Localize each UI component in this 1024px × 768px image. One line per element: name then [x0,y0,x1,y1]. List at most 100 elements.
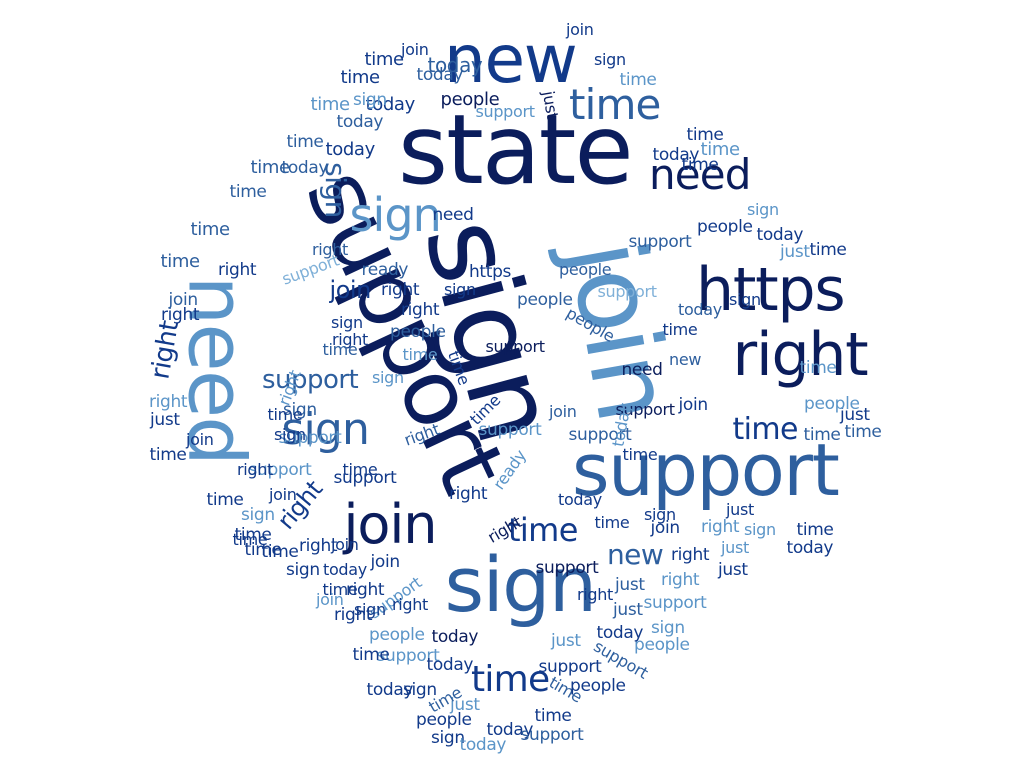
cloud-word-time: time [244,539,282,560]
cloud-word-sign: sign [331,313,363,332]
cloud-word-time: time [619,69,657,90]
cloud-word-sign: sign [241,504,275,525]
cloud-word-time: time [796,519,834,540]
cloud-word-right: right [218,259,257,280]
cloud-word-join: join [329,276,372,304]
cloud-word-today: today [416,64,464,85]
cloud-word-today: today [426,654,474,675]
cloud-word-support: support [628,231,692,252]
cloud-word-time: time [352,644,390,665]
cloud-word-time: time [267,405,303,424]
cloud-word-time: time [844,421,882,442]
cloud-word-right: right [237,460,273,479]
cloud-word-time: time [508,511,578,549]
cloud-word-time: time [686,124,724,145]
cloud-word-time: time [799,357,837,378]
cloud-word-people: people [634,634,690,655]
cloud-word-join: join [650,517,681,538]
cloud-word-just: just [615,574,645,595]
cloud-word-right: right [381,279,420,300]
cloud-word-https: https [469,261,512,282]
cloud-word-join: join [678,394,709,415]
cloud-word-join: join [566,20,594,39]
cloud-word-time: time [471,659,550,700]
cloud-word-just: just [726,500,754,519]
cloud-word-today: today [486,719,534,740]
cloud-word-support: support [278,427,342,448]
cloud-word-time: time [364,49,405,70]
cloud-word-support: support [248,459,312,480]
cloud-word-join: join [269,485,297,504]
cloud-word-just: just [450,694,480,715]
cloud-word-time: time [190,219,231,240]
cloud-word-time: time [340,67,381,88]
cloud-word-time: time [232,530,268,549]
cloud-word-support: support [572,428,840,512]
cloud-word-support: support [568,424,632,445]
cloud-word-sign: sign [283,399,317,420]
cloud-word-https: https [696,255,846,325]
cloud-word-today: today [325,139,376,160]
cloud-word-right: right [577,585,613,604]
cloud-word-right: right [299,535,338,556]
cloud-word-today: today [558,490,602,509]
cloud-word-sign: sign [403,679,437,700]
cloud-word-time: time [622,445,658,464]
cloud-word-time: time [234,524,272,545]
cloud-word-today: today [756,224,804,245]
cloud-word-today: today [652,144,700,165]
cloud-word-right: right [312,240,348,259]
cloud-word-sign: sign [274,425,306,444]
cloud-word-support: support [333,467,397,488]
cloud-word-sign: sign [729,290,761,309]
cloud-word-time: time [594,513,630,532]
cloud-word-right: right [149,391,188,412]
cloud-word-time: time [229,181,267,202]
cloud-word-people: people [570,675,626,696]
cloud-word-today: today [323,560,367,579]
cloud-word-need: need [432,204,474,225]
cloud-word-join: join [549,402,577,421]
cloud-word-right: right [449,483,488,504]
cloud-word-just: just [551,630,581,651]
cloud-word-time: time [402,345,438,364]
cloud-word-sign: sign [444,280,476,299]
cloud-word-time: time [149,444,187,465]
cloud-word-today: today [431,626,479,647]
cloud-word-sign: sign [444,540,598,629]
cloud-word-join: join [343,493,438,556]
cloud-word-time: time [160,251,201,272]
cloud-word-support: support [535,557,599,578]
cloud-word-people: people [440,89,500,110]
cloud-word-need: need [649,150,751,199]
cloud-word-support: support [520,724,584,745]
cloud-word-time: time [809,239,847,260]
cloud-word-time: time [662,320,698,339]
cloud-word-sign: sign [644,505,676,524]
cloud-word-time: time [534,705,572,726]
cloud-word-sign: sign [286,559,320,580]
cloud-word-time: time [569,80,661,129]
cloud-word-just: just [150,409,180,430]
cloud-word-sign: sign [747,200,779,219]
cloud-word-people: people [559,260,612,279]
cloud-word-time: time [310,94,351,115]
cloud-word-sign: sign [354,600,386,619]
cloud-word-support: support [478,419,542,440]
cloud-word-just: just [538,89,563,121]
cloud-word-right: right [732,320,869,390]
cloud-word-time: time [206,489,244,510]
cloud-word-today: today [366,679,414,700]
cloud-word-time: time [322,580,358,599]
cloud-word-sign: sign [281,404,370,455]
cloud-word-today: today [786,537,834,558]
cloud-word-need: need [621,359,663,380]
cloud-word-people: people [369,624,425,645]
cloud-word-sign: sign [372,368,404,387]
cloud-word-support: support [376,645,440,666]
cloud-word-today: today [365,94,416,115]
cloud-word-today: today [281,157,329,178]
cloud-word-time: time [681,154,719,175]
cloud-word-support: support [597,282,658,301]
